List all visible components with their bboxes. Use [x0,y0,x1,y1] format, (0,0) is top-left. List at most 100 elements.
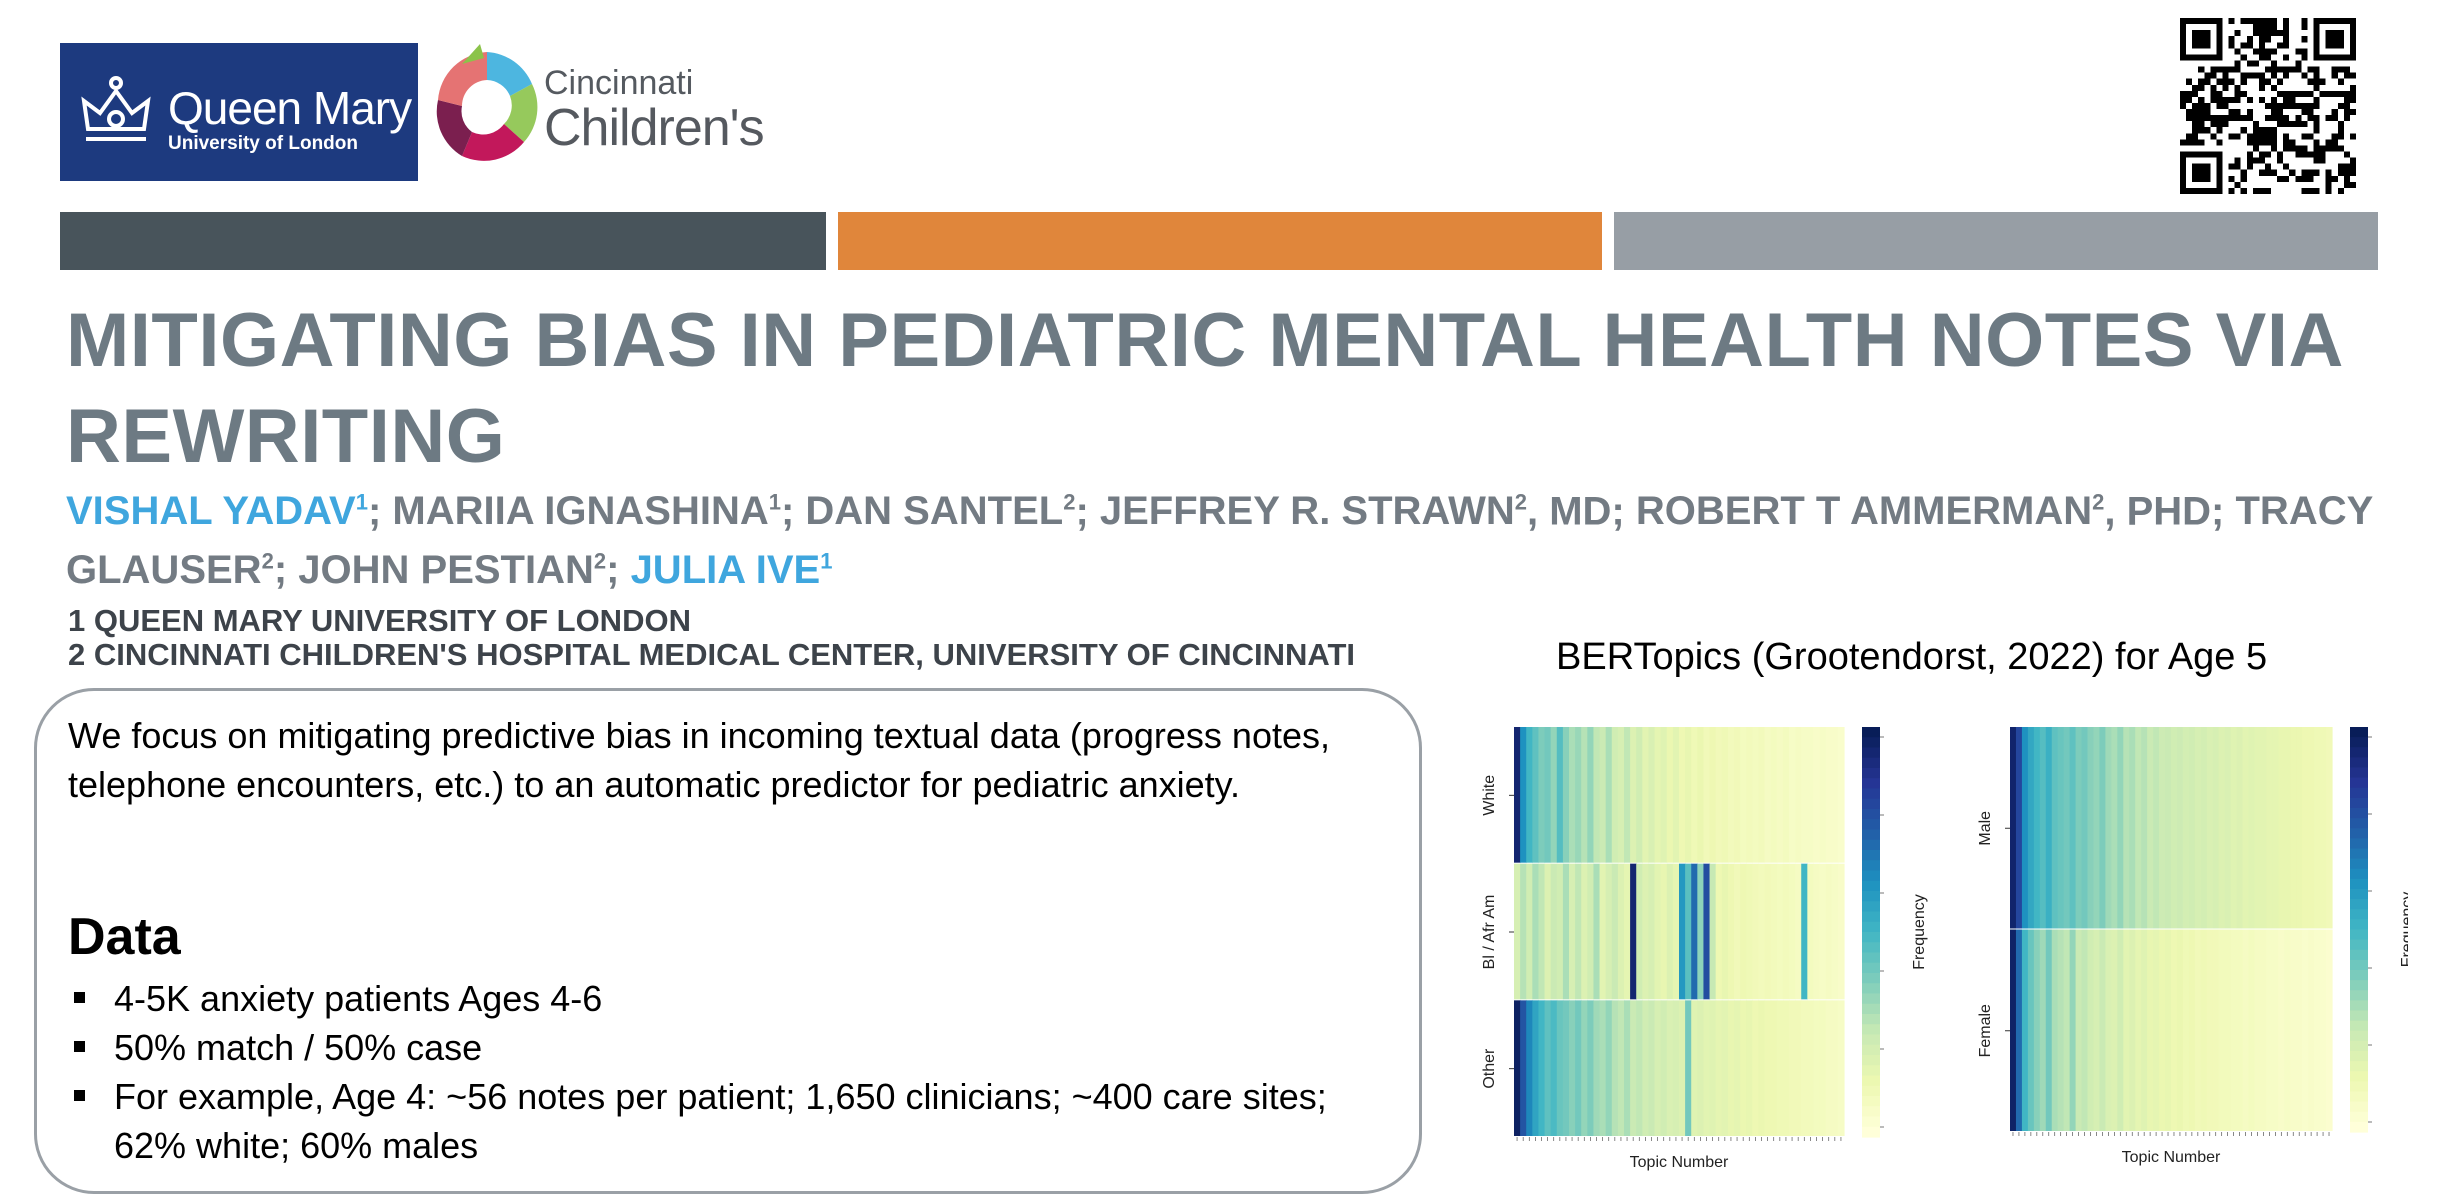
colorbar-segment [2350,1020,2368,1032]
colorbar-segment [1862,952,1880,964]
heatmap-cell [1758,1000,1766,1136]
heatmap-cell [2147,929,2154,1131]
heatmap-cell [2075,929,2083,1131]
heatmap-cell [1520,727,1527,863]
heatmap-cell [1740,1000,1747,1136]
heatmap-cell [2081,727,2089,929]
colorbar-segment [1862,747,1880,759]
heatmap-cell [1727,1000,1735,1136]
heatmap-cell [1666,1000,1674,1136]
author-separator: ; [273,547,299,592]
heatmap-cell [2069,929,2077,1131]
heatmap-cell [1520,863,1527,1000]
colorbar-segment [2350,980,2368,991]
heatmap-cell [1569,1000,1576,1136]
author-name: JULIA IVE1 [630,547,833,592]
heatmap-cell [2188,727,2196,929]
heatmap-cell [2141,929,2148,1131]
heatmap-cell [1795,727,1802,863]
heatmap-cell [2111,727,2118,929]
heatmap-cell [1660,1000,1668,1136]
colorbar-segment [2350,767,2368,779]
author-separator: , MD; [1527,489,1636,534]
author-separator: ; [780,489,806,534]
heatmap-cell [1819,863,1827,1000]
heatmap-cell [2033,929,2041,1131]
heatmap-cell [2176,929,2184,1131]
heatmap-cell [2171,727,2178,929]
data-list-item: 50% match / 50% case [68,1023,1408,1072]
colorbar-segment [1862,860,1880,872]
heatmap-cell [2117,929,2124,1131]
heatmap-x-label: Topic Number [2122,1149,2221,1166]
heatmap-cell [2302,727,2309,929]
heatmap-cell [2302,929,2309,1131]
colorbar-segment [2350,909,2368,920]
heatmap-cell [1538,863,1546,1000]
colorbar-segment [2350,797,2368,809]
heatmap-cell [2039,929,2047,1131]
heatmap-cell [2087,727,2095,929]
heatmap-cell [1569,727,1576,863]
heatmap-cell [1758,727,1766,863]
heatmap-cell [1740,727,1747,863]
heatmap-cell [1654,863,1662,1000]
heatmap-cell [1789,727,1796,863]
colorbar-segment [2350,939,2368,951]
colorbar-segment [1862,798,1880,810]
heatmap-cell [2147,727,2154,929]
colorbar-segment [2350,1101,2368,1113]
heatmap-cell [1789,863,1796,1000]
cc-swirl-icon [436,44,538,161]
colorbar-segment [1862,1126,1880,1138]
heatmap-cell [1672,727,1680,863]
colorbar-segment [1862,1116,1880,1128]
heatmap-cell [2063,929,2071,1131]
heatmap-cell [1727,863,1735,1000]
colorbar-segment [1862,778,1880,790]
colorbar-segment [2350,1040,2368,1052]
heatmap-cell [2326,727,2333,929]
heatmap-cell [1593,727,1601,863]
heatmap-cell [1666,727,1674,863]
colorbar-segment [2350,1091,2368,1103]
heatmap-cell [2111,929,2118,1131]
heatmap-cell [1532,863,1540,1000]
heatmap-cell [1562,863,1570,1000]
heatmap-cell [1691,1000,1698,1136]
heatmap-cell [1550,1000,1558,1136]
colorbar-segment [1862,1096,1880,1107]
data-list-item: For example, Age 4: ~56 notes per patien… [68,1072,1408,1170]
colorbar-segment [2350,828,2368,839]
heatmap-cell [1569,863,1576,1000]
heatmap-cell [1532,1000,1540,1136]
colorbar-label: Frequency [2399,892,2408,968]
colorbar-segment [1862,1044,1880,1056]
heatmap-cell [2087,929,2095,1131]
poster-title: MITIGATING BIAS IN PEDIATRIC MENTAL HEAL… [66,298,2342,479]
heatmap-cell [1660,863,1668,1000]
colorbar-segment [1862,1003,1880,1015]
heatmap-cell [2308,727,2315,929]
heatmap-cell [2159,929,2166,1131]
heatmap-cell [2254,727,2262,929]
heatmap-cell [1514,863,1521,1000]
author-name: TRACY GLAUSER2 [66,489,2373,592]
colorbar-segment [2350,1000,2368,1012]
heatmap-cell [2194,929,2202,1131]
heatmap-cell [1709,1000,1717,1136]
heatmap-cell [1703,727,1711,863]
heatmap-cell [1630,727,1637,863]
heatmap-cell [1617,727,1625,863]
heatmap-cell [1575,727,1582,863]
heatmap-cell [1746,1000,1753,1136]
heatmap-cell [2165,929,2172,1131]
heatmap-cell [2254,929,2262,1131]
heatmap-row-label: Female [1977,1004,1994,1057]
heatmap-cell [2069,727,2077,929]
colorbar-segment [2350,1071,2368,1082]
heatmap-x-label: Topic Number [1630,1154,1729,1171]
heatmap-cell [1599,727,1607,863]
heatmap-cell [1611,863,1619,1000]
colorbar-segment [1862,973,1880,984]
